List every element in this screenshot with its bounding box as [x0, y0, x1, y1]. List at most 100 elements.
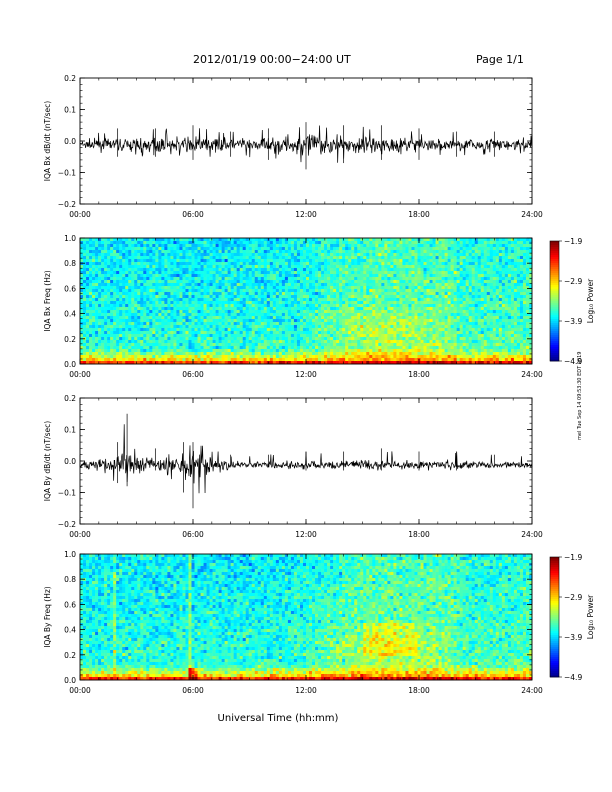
spectrogram-cell [206, 265, 210, 269]
spectrogram-cell [399, 355, 403, 359]
spectrogram-cell [339, 355, 343, 359]
spectrogram-cell [161, 337, 165, 341]
spectrogram-cell [173, 316, 177, 320]
spectrogram-cell [414, 241, 418, 245]
spectrogram-cell [179, 304, 183, 308]
spectrogram-cell [104, 268, 108, 272]
spectrogram-cell [321, 301, 325, 305]
spectrogram-cell [396, 352, 400, 356]
spectrogram-cell [296, 355, 301, 359]
spectrogram-cell [170, 265, 174, 269]
spectrogram-cell [266, 334, 271, 338]
spectrogram-cell [275, 247, 280, 251]
spectrogram-cell [263, 304, 268, 308]
spectrogram-cell [161, 286, 165, 290]
spectrogram-cell [209, 286, 213, 290]
spectrogram-cell [89, 298, 93, 302]
spectrogram-cell [89, 250, 93, 254]
spectrogram-cell [116, 325, 120, 329]
spectrogram-cell [281, 325, 286, 329]
spectrogram-cell [390, 274, 394, 278]
spectrogram-cell [116, 259, 120, 263]
spectrogram-cell [312, 331, 316, 335]
spectrogram-cell [167, 265, 171, 269]
spectrogram-cell [387, 247, 391, 251]
spectrogram-cell [140, 328, 144, 332]
spectrogram-cell [306, 313, 310, 317]
spectrogram-cell [351, 358, 355, 362]
spectrogram-cell [80, 298, 84, 302]
spectrogram-cell [309, 358, 313, 362]
spectrogram-cell [107, 256, 111, 260]
spectrogram-cell [260, 238, 265, 242]
spectrogram-cell [95, 358, 99, 362]
spectrogram-cell [312, 343, 316, 347]
spectrogram-cell [390, 250, 394, 254]
spectrogram-cell [164, 298, 168, 302]
spectrogram-cell [266, 298, 271, 302]
spectrogram-cell [233, 355, 237, 359]
spectrogram-cell [366, 247, 370, 251]
spectrogram-cell [242, 259, 247, 263]
spectrogram-cell [230, 307, 234, 311]
spectrogram-cell [306, 244, 310, 248]
spectrogram-cell [336, 361, 340, 365]
spectrogram-cell [351, 286, 355, 290]
spectrogram-cell [275, 310, 280, 314]
spectrogram-cell [242, 343, 247, 347]
spectrogram-cell [149, 256, 153, 260]
spectrogram-cell [116, 301, 120, 305]
spectrogram-cell [248, 244, 253, 248]
spectrogram-cell [182, 271, 186, 275]
spectrogram-cell [287, 292, 292, 296]
spectrogram-cell [140, 313, 144, 317]
spectrogram-cell [101, 331, 105, 335]
spectrogram-cell [321, 295, 325, 299]
spectrogram-cell [239, 337, 244, 341]
spectrogram-cell [423, 319, 427, 323]
spectrogram-cell [339, 316, 343, 320]
spectrogram-cell [80, 271, 84, 275]
spectrogram-cell [423, 247, 427, 251]
spectrogram-cell [137, 292, 141, 296]
spectrogram-cell [230, 280, 234, 284]
spectrogram-cell [116, 295, 120, 299]
spectrogram-cell [327, 358, 331, 362]
spectrogram-cell [224, 259, 228, 263]
spectrogram-cell [101, 268, 105, 272]
spectrogram-cell [254, 319, 259, 323]
spectrogram-cell [239, 346, 244, 350]
spectrogram-cell [345, 280, 349, 284]
spectrogram-cell [209, 283, 213, 287]
spectrogram-cell [92, 241, 96, 245]
spectrogram-cell [363, 253, 367, 257]
spectrogram-cell [354, 241, 358, 245]
spectrogram-cell [224, 343, 228, 347]
spectrogram-cell [327, 331, 331, 335]
spectrogram-cell [128, 283, 132, 287]
spectrogram-cell [251, 358, 256, 362]
spectrogram-cell [104, 361, 108, 365]
spectrogram-cell [342, 244, 346, 248]
spectrogram-cell [158, 349, 162, 353]
spectrogram-cell [116, 343, 120, 347]
spectrogram-cell [212, 292, 216, 296]
spectrogram-cell [98, 277, 102, 281]
spectrogram-cell [302, 340, 307, 344]
spectrogram-cell [152, 265, 156, 269]
spectrogram-cell [408, 331, 412, 335]
spectrogram-cell [131, 313, 135, 317]
spectrogram-cell [209, 268, 213, 272]
spectrogram-cell [191, 319, 195, 323]
spectrogram-cell [272, 244, 277, 248]
spectrogram-cell [324, 352, 328, 356]
spectrogram-cell [360, 349, 364, 353]
spectrogram-cell [173, 262, 177, 266]
spectrogram-cell [149, 307, 153, 311]
spectrogram-cell [293, 310, 298, 314]
spectrogram-cell [209, 361, 213, 365]
spectrogram-cell [324, 307, 328, 311]
spectrogram-cell [381, 292, 385, 296]
spectrogram-cell [251, 244, 256, 248]
spectrogram-cell [227, 334, 231, 338]
